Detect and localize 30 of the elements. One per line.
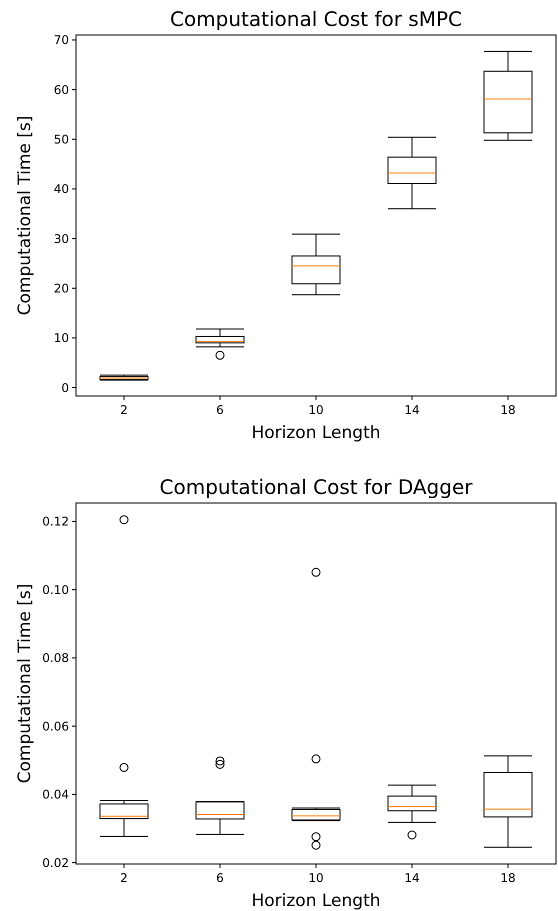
x-tick-label: 2 [120,403,128,417]
chart-title: Computational Cost for DAgger [160,475,474,499]
y-tick-label: 0 [61,380,69,395]
y-tick-label: 20 [54,281,69,296]
y-axis-title: Computational Time [s] [15,116,35,316]
x-tick-label: 18 [500,403,516,417]
y-tick-label: 0.08 [42,651,69,666]
x-tick-label: 6 [216,871,224,885]
x-axis-title: Horizon Length [251,423,381,443]
y-tick-label: 30 [54,232,69,246]
x-tick-label: 14 [404,871,420,885]
y-tick-label: 0.12 [42,514,69,529]
x-tick-label: 10 [308,871,324,885]
y-tick-label: 0.06 [42,719,69,734]
chart-title: Computational Cost for sMPC [170,7,462,31]
y-tick-label: 60 [54,82,69,97]
y-tick-label: 70 [54,33,69,48]
x-axis-title: Horizon Length [251,891,381,911]
y-tick-label: 0.04 [42,788,69,802]
x-tick-label: 18 [500,871,516,885]
y-tick-label: 10 [54,331,69,346]
y-tick-label: 40 [54,182,69,196]
x-tick-label: 2 [120,871,128,885]
y-tick-label: 50 [54,132,69,146]
x-tick-label: 6 [216,403,224,417]
y-axis-title: Computational Time [s] [15,584,35,784]
x-tick-label: 10 [308,403,324,417]
y-tick-label: 0.02 [42,856,69,870]
x-tick-label: 14 [404,403,420,417]
y-tick-label: 0.10 [42,582,69,597]
